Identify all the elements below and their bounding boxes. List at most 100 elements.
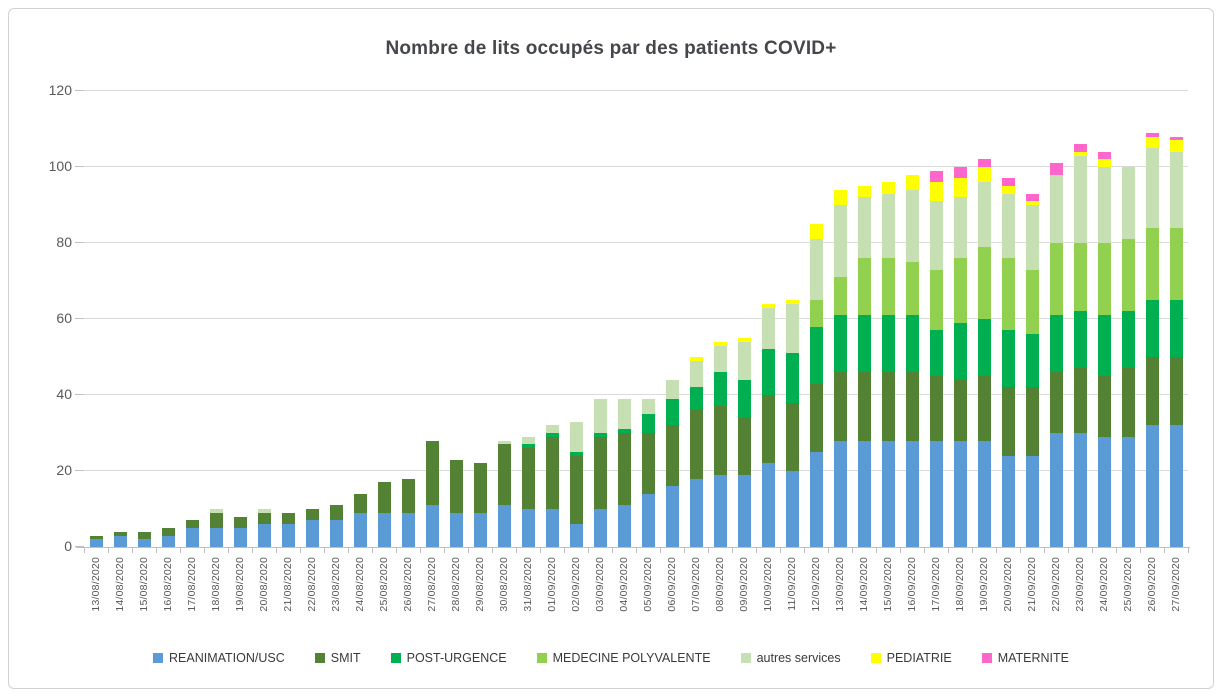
bar-segment	[209, 528, 223, 547]
bar-segment	[713, 342, 727, 346]
bar-segment	[305, 509, 319, 520]
bar-segment	[809, 239, 823, 300]
bar-column	[276, 91, 300, 547]
gridline-40	[84, 394, 1188, 395]
x-label-slot: 14/08/2020	[108, 557, 132, 627]
x-tick-label: 21/08/2020	[282, 557, 294, 612]
bar-segment	[737, 380, 751, 418]
bar-column	[1092, 91, 1116, 547]
bar-segment	[1097, 315, 1111, 376]
bar-segment	[881, 182, 895, 194]
y-tick-label: 40	[56, 386, 72, 402]
x-label-slot: 23/08/2020	[324, 557, 348, 627]
plot-area	[75, 90, 1188, 547]
x-tick-label: 13/09/2020	[834, 557, 846, 612]
bar-segment	[761, 349, 775, 395]
bar-segment	[1121, 167, 1135, 239]
bar-segment	[449, 513, 463, 547]
bar-column	[1068, 91, 1092, 547]
x-tick-label: 17/08/2020	[186, 557, 198, 612]
x-tick-label: 01/09/2020	[546, 557, 558, 612]
bar-column	[852, 91, 876, 547]
x-axis-labels: 13/08/2020 14/08/2020 15/08/2020 16/08/2020…	[84, 557, 1188, 627]
gridline-60	[84, 318, 1188, 319]
bar-segment	[929, 270, 943, 330]
bar-segment	[449, 460, 463, 513]
x-tick-label: 14/09/2020	[858, 557, 870, 612]
bar-segment	[161, 536, 175, 547]
x-label-slot: 05/09/2020	[636, 557, 660, 627]
chart-title: Nombre de lits occupés par des patients …	[385, 38, 837, 59]
x-tick-label: 09/09/2020	[738, 557, 750, 612]
x-label-slot: 14/09/2020	[852, 557, 876, 627]
x-tick-label: 31/08/2020	[522, 557, 534, 612]
bar-segment	[137, 532, 151, 539]
bar-segment	[929, 171, 943, 182]
bar-segment	[593, 433, 607, 437]
bar-segment	[1001, 387, 1015, 456]
bars-row	[84, 91, 1188, 547]
bar-column	[636, 91, 660, 547]
legend-item: SMIT	[314, 651, 361, 665]
bar-segment	[593, 437, 607, 509]
bar-column	[876, 91, 900, 547]
legend-label: POST-URGENCE	[406, 651, 507, 665]
bar-segment	[977, 159, 991, 167]
bar-segment	[185, 528, 199, 547]
bar-column	[348, 91, 372, 547]
x-label-slot: 23/09/2020	[1068, 557, 1092, 627]
bar-segment	[857, 258, 871, 315]
bar-segment	[353, 513, 367, 547]
bar-segment	[953, 380, 967, 441]
legend-swatch	[390, 653, 401, 663]
bar-segment	[905, 441, 919, 547]
x-label-slot: 16/08/2020	[156, 557, 180, 627]
bar-segment	[545, 433, 559, 437]
bar-segment	[1169, 300, 1183, 357]
x-label-slot: 08/09/2020	[708, 557, 732, 627]
bar-segment	[593, 509, 607, 547]
bar-segment	[377, 482, 391, 513]
bar-column	[516, 91, 540, 547]
bar-segment	[89, 539, 103, 547]
x-label-slot: 20/08/2020	[252, 557, 276, 627]
bar-segment	[593, 399, 607, 433]
x-label-slot: 17/08/2020	[180, 557, 204, 627]
legend-item: autres services	[740, 651, 841, 665]
x-label-slot: 30/08/2020	[492, 557, 516, 627]
bar-segment	[1001, 186, 1015, 194]
x-label-slot: 27/08/2020	[420, 557, 444, 627]
x-axis-line	[76, 547, 1190, 548]
bar-segment	[809, 384, 823, 452]
bar-segment	[425, 441, 439, 505]
x-label-slot: 20/09/2020	[996, 557, 1020, 627]
bar-segment	[785, 403, 799, 471]
bar-segment	[521, 448, 535, 509]
y-tick-label: 60	[56, 310, 72, 326]
bar-column	[588, 91, 612, 547]
bar-segment	[953, 178, 967, 197]
x-tick-label: 17/09/2020	[930, 557, 942, 612]
x-tick-label: 25/08/2020	[378, 557, 390, 612]
x-label-slot: 22/08/2020	[300, 557, 324, 627]
bar-column	[444, 91, 468, 547]
bar-column	[684, 91, 708, 547]
bar-column	[492, 91, 516, 547]
bar-segment	[1073, 152, 1087, 156]
bar-segment	[569, 456, 583, 524]
x-tick-label: 22/08/2020	[306, 557, 318, 612]
bar-segment	[857, 441, 871, 547]
bar-segment	[977, 182, 991, 247]
legend-label: MATERNITE	[997, 651, 1069, 665]
legend-swatch	[870, 653, 881, 663]
x-label-slot: 07/09/2020	[684, 557, 708, 627]
bar-column	[252, 91, 276, 547]
bar-segment	[761, 304, 775, 308]
bar-column	[540, 91, 564, 547]
bar-column	[780, 91, 804, 547]
bar-column	[204, 91, 228, 547]
bar-column	[708, 91, 732, 547]
bar-segment	[857, 372, 871, 441]
y-tick-100	[75, 166, 84, 167]
x-tick-label: 07/09/2020	[690, 557, 702, 612]
